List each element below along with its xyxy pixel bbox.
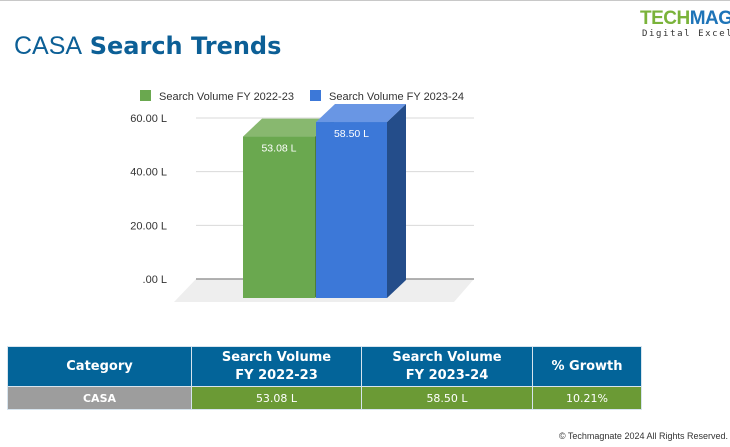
bar-data-label: 53.08 L [261, 143, 296, 155]
header-growth: % Growth [532, 346, 642, 387]
techmagnate-logo: TECHMAGNA Digital Excell [640, 8, 730, 40]
bar-data-label: 58.50 L [334, 128, 369, 140]
y-tick-label: 20.00 L [130, 220, 167, 232]
header-fy2022-23: Search Volume FY 2022-23 [191, 346, 362, 387]
bar-side [387, 104, 406, 299]
header-fy2023-24: Search Volume FY 2023-24 [361, 346, 533, 387]
legend-swatch-fy2023-24 [310, 90, 321, 101]
page-title-light: CASA [14, 32, 83, 60]
cell-fy2023-24: 58.50 L [361, 386, 533, 410]
bar-top [243, 118, 334, 137]
chart-legend: Search Volume FY 2022-23 Search Volume F… [140, 90, 464, 103]
cell-fy2022-23: 53.08 L [191, 386, 362, 410]
cell-growth: 10.21% [532, 386, 642, 410]
legend-swatch-fy2022-23 [140, 90, 151, 101]
logo-text-tech: TECH [640, 8, 690, 29]
header-category: Category [7, 346, 192, 387]
y-tick-label: .00 L [143, 274, 167, 286]
logo-tagline: Digital Excell [642, 29, 730, 39]
chart-bars: 53.08 L 58.50 L [243, 104, 406, 299]
legend-label-fy2022-23: Search Volume FY 2022-23 [159, 91, 294, 103]
y-tick-label: 40.00 L [130, 167, 167, 179]
table-row: CASA 53.08 L 58.50 L 10.21% [7, 386, 642, 410]
copyright-footer: © Techmagnate 2024 All Rights Reserved. [558, 431, 728, 441]
bar-chart: Search Volume FY 2022-23 Search Volume F… [130, 90, 474, 302]
top-divider [0, 0, 730, 1]
page-title: CASA Search Trends [14, 32, 281, 61]
page-title-bold: Search Trends [89, 32, 282, 60]
table-header-row: Category Search Volume FY 2022-23 Search … [7, 346, 642, 387]
bar [243, 136, 315, 298]
legend-label-fy2023-24: Search Volume FY 2023-24 [329, 91, 464, 103]
bar-top [316, 104, 406, 123]
summary-table: Category Search Volume FY 2022-23 Search … [7, 346, 642, 410]
logo-text-magna: MAGNA [689, 8, 730, 29]
y-tick-label: 60.00 L [130, 113, 167, 125]
bar [316, 122, 387, 299]
cell-category: CASA [7, 386, 192, 410]
